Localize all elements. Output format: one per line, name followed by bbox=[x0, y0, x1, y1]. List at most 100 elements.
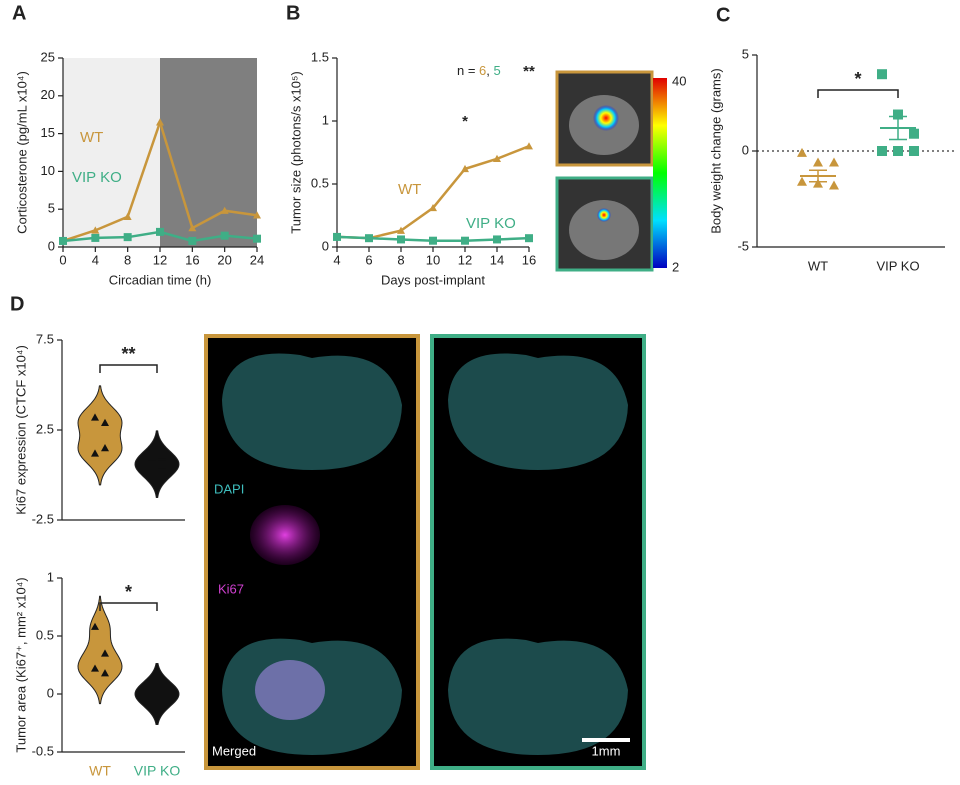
violin bbox=[77, 385, 123, 486]
significance: ** bbox=[523, 63, 535, 80]
x-tick-label: 4 bbox=[92, 252, 99, 267]
x-axis-title: Days post-implant bbox=[381, 272, 485, 287]
x-tick-label: 6 bbox=[365, 252, 372, 267]
dapi-label: DAPI bbox=[214, 481, 244, 496]
y-axis-title: Corticosterone (pg/mL x10⁴) bbox=[14, 71, 29, 234]
violin bbox=[134, 663, 180, 725]
y-tick-label: -5 bbox=[737, 238, 749, 253]
marker bbox=[148, 462, 156, 470]
marker bbox=[829, 180, 839, 190]
violin bbox=[77, 595, 123, 705]
n-label-part: 5 bbox=[494, 63, 501, 78]
x-tick-label: 8 bbox=[124, 252, 131, 267]
brain bbox=[448, 353, 628, 470]
marker bbox=[877, 146, 887, 156]
marker bbox=[429, 203, 437, 212]
marker bbox=[158, 690, 166, 698]
marker bbox=[893, 146, 903, 156]
y-tick-label: 15 bbox=[41, 125, 55, 140]
y-tick-label: 10 bbox=[41, 163, 55, 178]
marker bbox=[797, 176, 807, 186]
x-tick-label: 16 bbox=[522, 252, 536, 267]
marker bbox=[461, 164, 469, 173]
series-label: VIP KO bbox=[466, 215, 516, 232]
x-tick-label: 20 bbox=[217, 252, 231, 267]
signal bbox=[593, 105, 619, 131]
n-label-part: 6 bbox=[479, 63, 486, 78]
marker bbox=[877, 69, 887, 80]
y-tick-label: 5 bbox=[48, 201, 55, 216]
x-tick-label: 24 bbox=[250, 252, 264, 267]
significance: * bbox=[854, 69, 861, 89]
y-tick-label: 0 bbox=[48, 238, 55, 253]
marker bbox=[493, 235, 501, 244]
panel-letter: B bbox=[286, 2, 300, 24]
y-axis-title: Body weight change (grams) bbox=[708, 68, 723, 233]
marker bbox=[91, 622, 99, 630]
marker bbox=[909, 128, 919, 139]
y-tick-label: 0.5 bbox=[36, 627, 54, 642]
y-tick-label: 20 bbox=[41, 87, 55, 102]
marker bbox=[220, 231, 229, 240]
significance: * bbox=[125, 582, 132, 602]
marker bbox=[429, 236, 437, 245]
significance: * bbox=[462, 113, 468, 130]
y-tick-label: -2.5 bbox=[32, 511, 54, 526]
y-tick-label: 2.5 bbox=[36, 421, 54, 436]
y-tick-label: -0.5 bbox=[32, 743, 54, 758]
x-tick-label: VIP KO bbox=[134, 763, 181, 779]
marker bbox=[397, 226, 405, 234]
y-tick-label: 0 bbox=[742, 142, 749, 157]
marker bbox=[101, 669, 109, 677]
colorbar bbox=[653, 78, 667, 268]
y-axis-title: Tumor size (photons/s x10⁵) bbox=[288, 71, 303, 233]
n-label-part: , bbox=[486, 63, 493, 78]
merged-signal bbox=[255, 660, 325, 720]
signal bbox=[597, 208, 611, 222]
y-tick-label: 5 bbox=[742, 46, 749, 61]
marker bbox=[156, 118, 164, 126]
y-tick-label: 1 bbox=[322, 112, 329, 127]
marker bbox=[91, 413, 99, 421]
sig-bracket bbox=[99, 602, 158, 611]
marker bbox=[101, 649, 109, 657]
x-tick-label: 8 bbox=[397, 252, 404, 267]
x-tick-label: 10 bbox=[426, 252, 440, 267]
marker bbox=[91, 449, 99, 457]
x-tick-label: 4 bbox=[333, 252, 340, 267]
marker bbox=[123, 212, 132, 220]
marker bbox=[148, 690, 156, 698]
error-bar bbox=[889, 115, 907, 141]
y-tick-label: 25 bbox=[41, 49, 55, 64]
x-axis-title: Circadian time (h) bbox=[109, 272, 212, 287]
marker bbox=[59, 236, 67, 245]
sig-bracket bbox=[99, 364, 158, 373]
marker bbox=[461, 236, 469, 245]
panel-letter: A bbox=[12, 2, 26, 24]
sig-bracket bbox=[817, 89, 899, 98]
brain bbox=[448, 638, 628, 755]
x-tick-label: 14 bbox=[490, 252, 504, 267]
y-tick-label: 0.5 bbox=[311, 175, 329, 190]
marker bbox=[101, 444, 109, 452]
merged-label: Merged bbox=[212, 743, 256, 758]
marker bbox=[220, 206, 229, 214]
marker bbox=[156, 227, 164, 236]
marker bbox=[813, 178, 823, 188]
x-tick-label: VIP KO bbox=[876, 258, 919, 273]
marker bbox=[797, 147, 807, 157]
marker bbox=[188, 224, 197, 232]
marker bbox=[829, 157, 839, 167]
ki67-signal bbox=[250, 505, 320, 565]
y-tick-label: 1 bbox=[47, 569, 54, 584]
light-period bbox=[63, 58, 160, 247]
series-label: WT bbox=[398, 181, 421, 198]
marker bbox=[253, 234, 261, 243]
marker bbox=[397, 235, 405, 244]
colorbar-label: 2 bbox=[672, 259, 679, 274]
marker bbox=[525, 142, 533, 150]
y-axis-title: Ki67 expression (CTCF x10⁴) bbox=[13, 345, 28, 515]
x-tick-label: 0 bbox=[59, 252, 66, 267]
series-label: VIP KO bbox=[72, 169, 122, 186]
